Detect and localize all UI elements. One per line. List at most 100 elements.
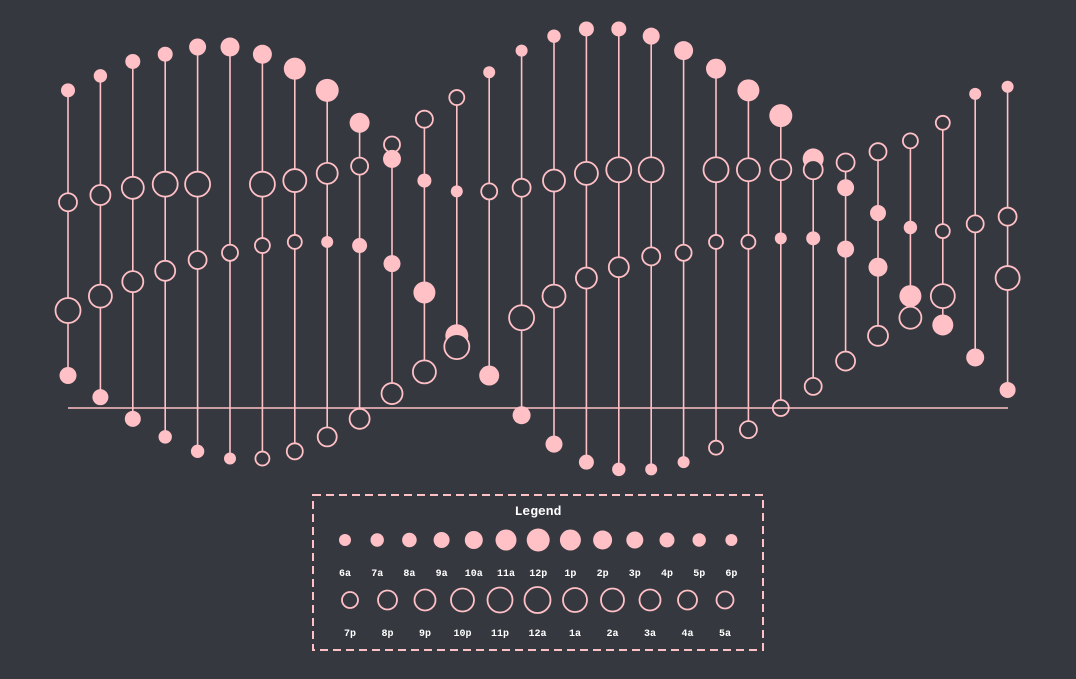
legend-label: 5a [719, 629, 731, 640]
data-point-filled [417, 173, 432, 188]
chart-column [898, 132, 923, 330]
legend-label: 10p [453, 629, 471, 640]
data-point-open [835, 350, 856, 372]
data-point-open [448, 89, 466, 106]
data-point-open [58, 192, 78, 213]
data-point-filled [92, 389, 109, 406]
chart-column [994, 80, 1021, 398]
data-point-open [835, 152, 856, 173]
legend-filled-row: 6a 7a 8a 9a 10a 11a 12p 1p 2p 3p 4p 5p 6p [339, 528, 738, 580]
data-point-open [151, 170, 179, 198]
data-point-filled [999, 381, 1016, 398]
data-point-open [414, 109, 434, 129]
legend-label: 12p [529, 569, 547, 580]
data-point-filled [578, 454, 594, 470]
legend-label: 1a [569, 629, 581, 640]
chart-column [184, 38, 212, 459]
data-point-open [541, 283, 567, 309]
chart-column [637, 27, 665, 476]
data-point-filled [483, 66, 496, 79]
legend-label: 4p [661, 569, 673, 580]
data-point-filled [677, 456, 690, 469]
data-point-open [868, 142, 888, 162]
data-point-open [316, 426, 338, 448]
data-point-filled [769, 104, 793, 128]
chart-column [120, 53, 145, 427]
data-point-filled [612, 462, 626, 477]
data-point-open [769, 158, 793, 182]
legend-marker-filled [433, 532, 450, 548]
legend-label: 7p [344, 629, 356, 640]
legend-marker-filled [593, 530, 613, 550]
legend-label: 9a [436, 569, 448, 580]
data-point-filled [774, 232, 787, 245]
data-point-open [511, 177, 532, 198]
data-point-open [803, 376, 823, 396]
data-point-filled [124, 410, 141, 427]
data-point-open [708, 234, 724, 250]
data-point-open [965, 214, 985, 234]
data-point-filled [674, 41, 694, 61]
legend-marker-filled [692, 533, 706, 547]
chart-column [54, 83, 82, 385]
data-point-open [736, 157, 761, 183]
legend-label: 2p [597, 569, 609, 580]
data-point-open [740, 234, 757, 250]
legend-marker-open [677, 589, 698, 611]
data-point-open [120, 175, 145, 200]
data-point-open [154, 259, 177, 282]
data-point-filled [157, 46, 173, 62]
data-point-filled [61, 83, 75, 98]
data-point-open [380, 382, 404, 405]
legend-marker-filled [339, 534, 351, 546]
data-point-open [929, 283, 956, 309]
chart-column [248, 44, 276, 467]
data-point-filled [578, 21, 594, 37]
data-point-filled [899, 285, 922, 308]
legend-marker-filled [526, 528, 550, 552]
legend-marker-filled [725, 534, 738, 546]
data-point-filled [903, 220, 918, 235]
legend-marker-open [450, 587, 475, 613]
data-point-filled [220, 37, 240, 57]
data-point-filled [706, 58, 726, 79]
legend-marker-filled [659, 532, 675, 548]
legend-label: 3a [644, 629, 656, 640]
data-point-open [802, 159, 824, 181]
legend-label: 8a [403, 569, 415, 580]
legend-label: 10a [465, 569, 483, 580]
data-point-open [867, 324, 889, 347]
data-point-filled [190, 444, 205, 459]
legend-label: 4a [681, 629, 693, 640]
chart-columns [54, 21, 1021, 477]
legend-label: 9p [419, 629, 431, 640]
data-point-open [739, 420, 758, 440]
data-point-open [89, 184, 112, 206]
data-point-filled [321, 235, 334, 248]
data-point-filled [349, 112, 370, 133]
legend-frame [312, 494, 764, 651]
chart-column [443, 89, 471, 361]
legend-marker-open [377, 589, 398, 611]
data-point-filled [413, 281, 436, 304]
data-point-open [637, 156, 665, 184]
data-point-filled [512, 406, 531, 425]
legend-label: 11a [497, 569, 515, 580]
chart-column [769, 104, 793, 417]
chart-column [315, 78, 339, 448]
data-point-open [902, 132, 919, 150]
data-point-filled [966, 348, 985, 367]
legend-marker-filled [559, 529, 581, 551]
data-point-open [282, 168, 308, 193]
legend-open-row: 7p 8p 9p 10p 11p 12a 1a 2a 3a 4a 5a [341, 586, 735, 640]
data-point-filled [547, 29, 561, 43]
data-point-filled [611, 21, 627, 37]
legend-marker-filled [402, 532, 417, 548]
chart-column [479, 66, 500, 386]
legend-marker-open [523, 586, 552, 614]
data-point-filled [1001, 80, 1014, 93]
chart-column [380, 135, 404, 405]
data-point-open [121, 270, 145, 294]
legend-label: 2a [606, 629, 618, 640]
